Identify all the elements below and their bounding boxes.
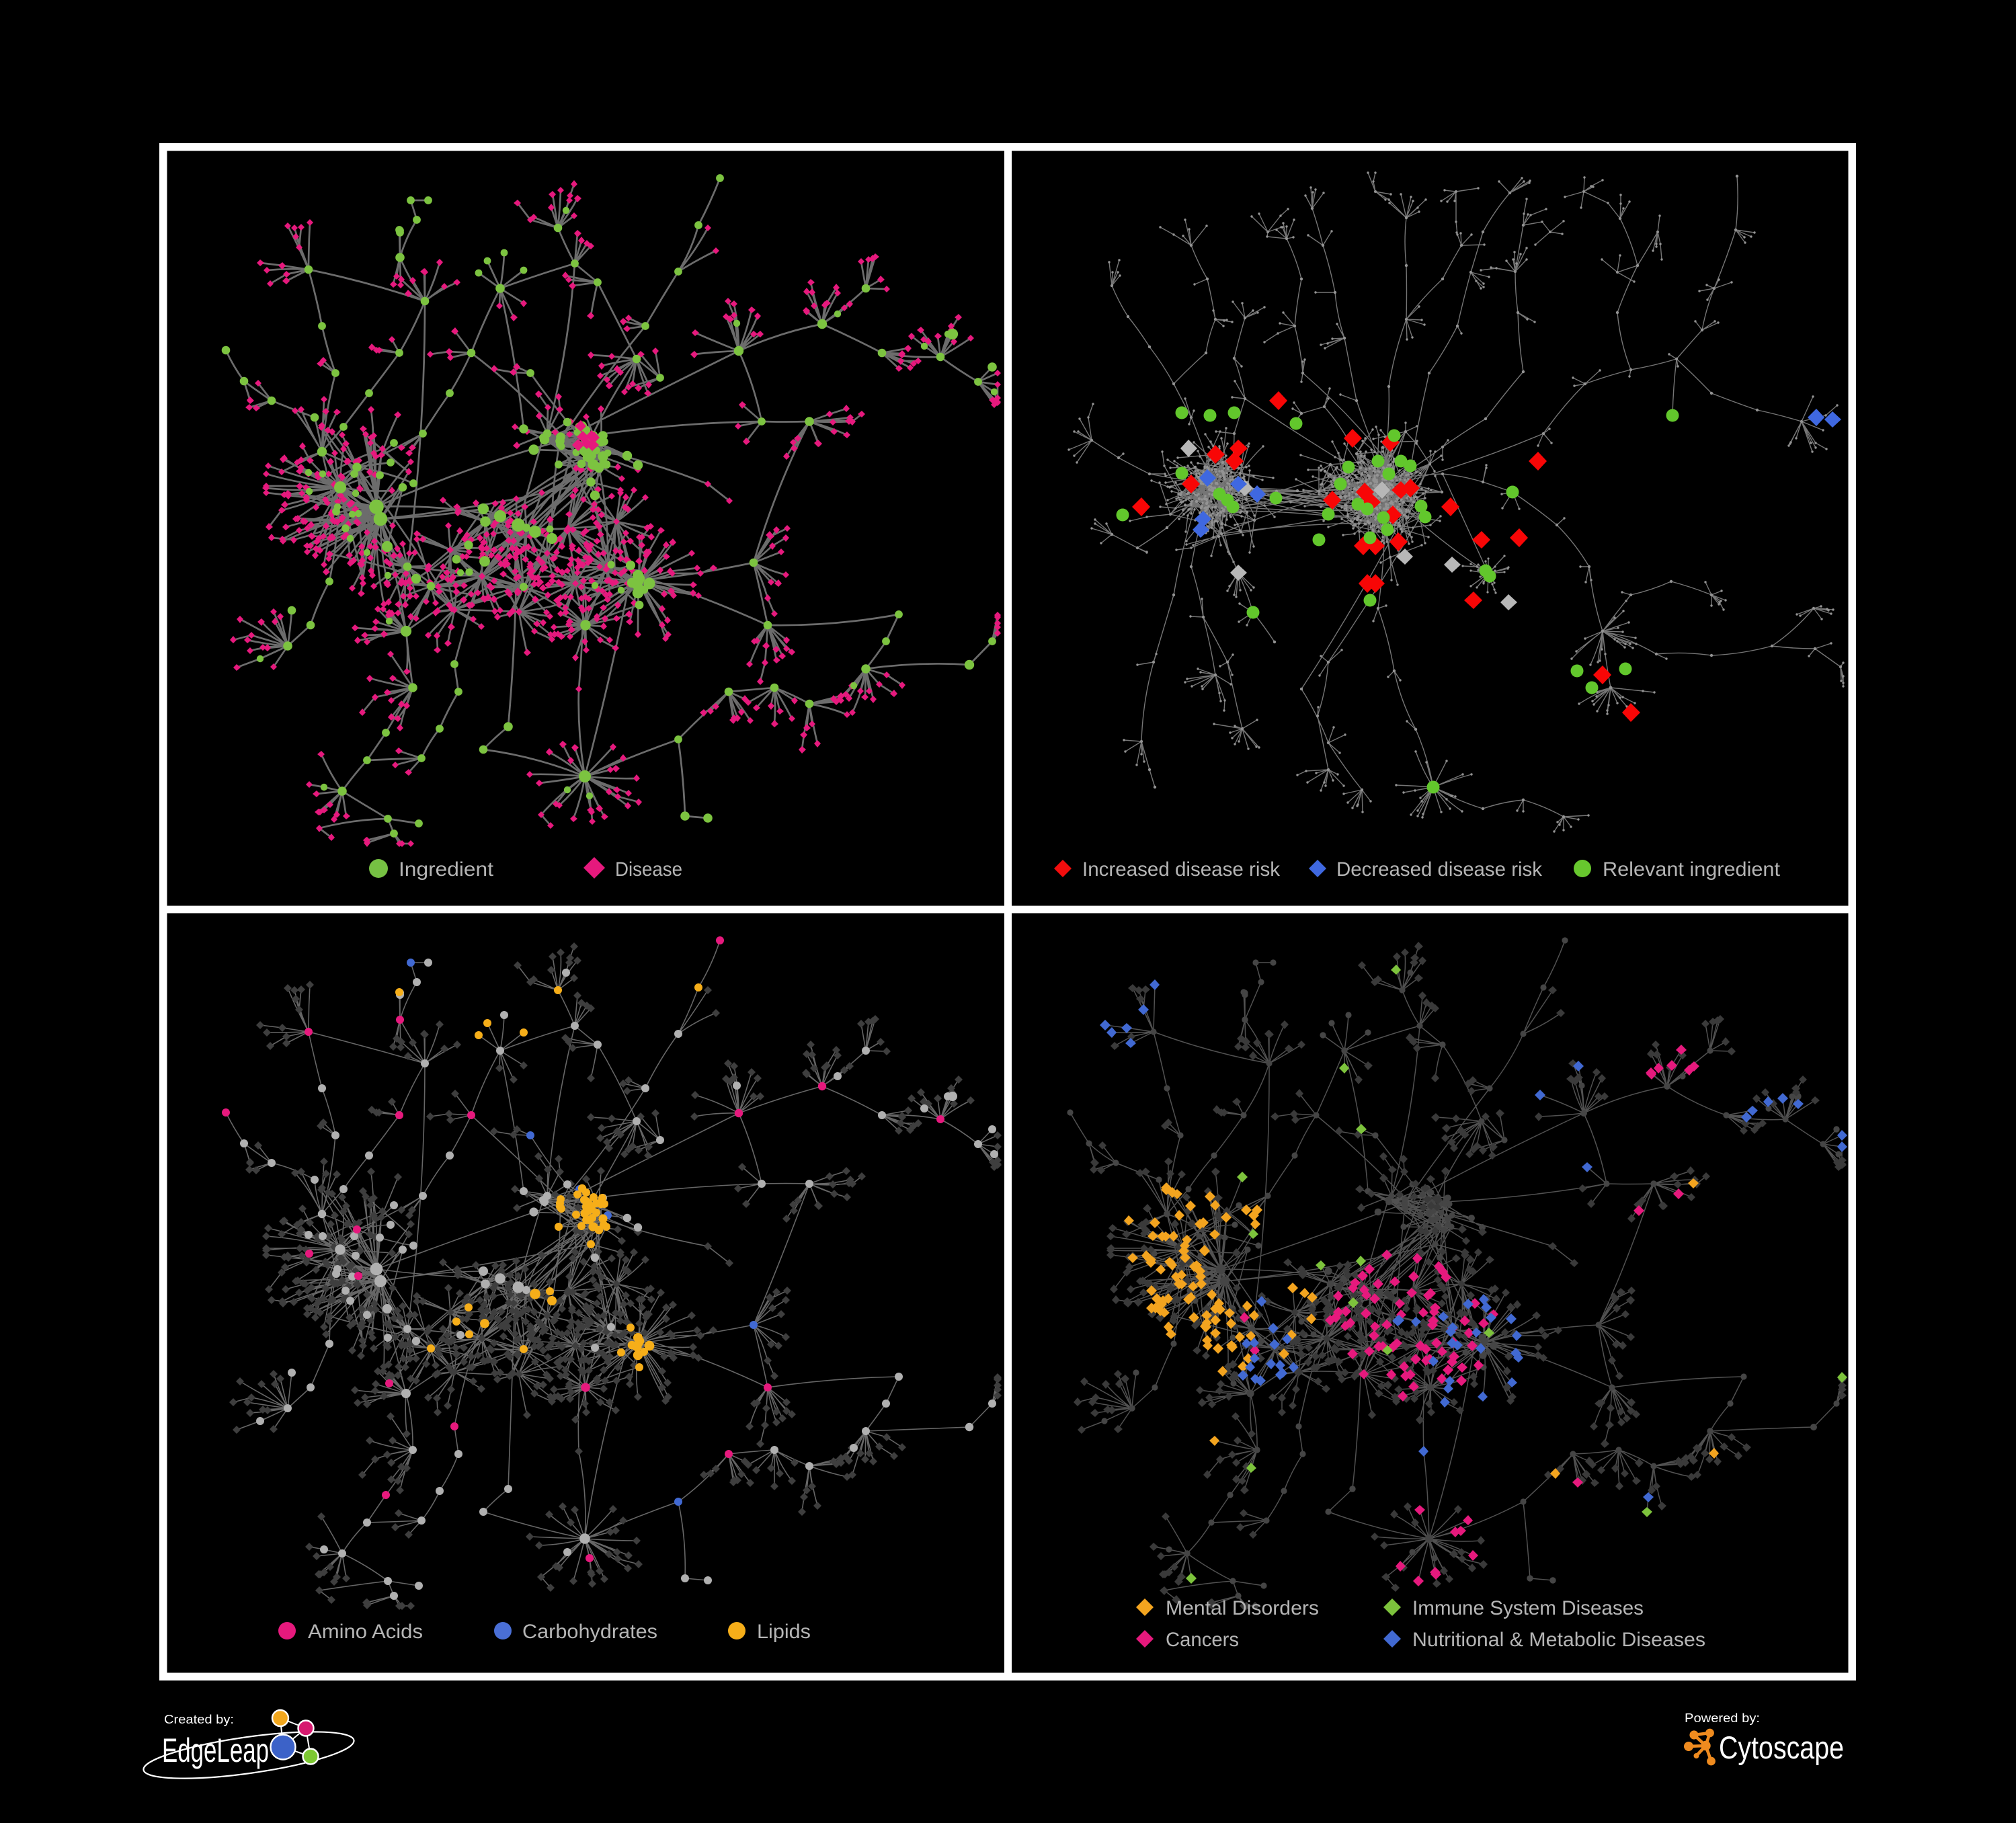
svg-text:Decreased disease risk: Decreased disease risk — [1336, 858, 1543, 881]
svg-text:Relevant ingredient: Relevant ingredient — [1603, 858, 1781, 881]
svg-text:Disease: Disease — [615, 858, 682, 881]
svg-text:Carbohydrates: Carbohydrates — [522, 1621, 657, 1643]
svg-text:Amino Acids: Amino Acids — [308, 1621, 423, 1643]
svg-text:Mental Disorders: Mental Disorders — [1166, 1597, 1319, 1619]
svg-text:Created by:: Created by: — [164, 1713, 234, 1726]
svg-text:Ingredient: Ingredient — [399, 858, 494, 881]
svg-text:Cytoscape: Cytoscape — [1719, 1730, 1844, 1765]
svg-text:Powered by:: Powered by: — [1685, 1711, 1760, 1725]
svg-text:Cancers: Cancers — [1166, 1629, 1239, 1651]
svg-text:Increased disease risk: Increased disease risk — [1082, 858, 1281, 881]
svg-text:Lipids: Lipids — [757, 1621, 811, 1643]
svg-text:Immune System Diseases: Immune System Diseases — [1412, 1597, 1644, 1619]
svg-text:Nutritional & Metabolic Diseas: Nutritional & Metabolic Diseases — [1412, 1629, 1705, 1651]
